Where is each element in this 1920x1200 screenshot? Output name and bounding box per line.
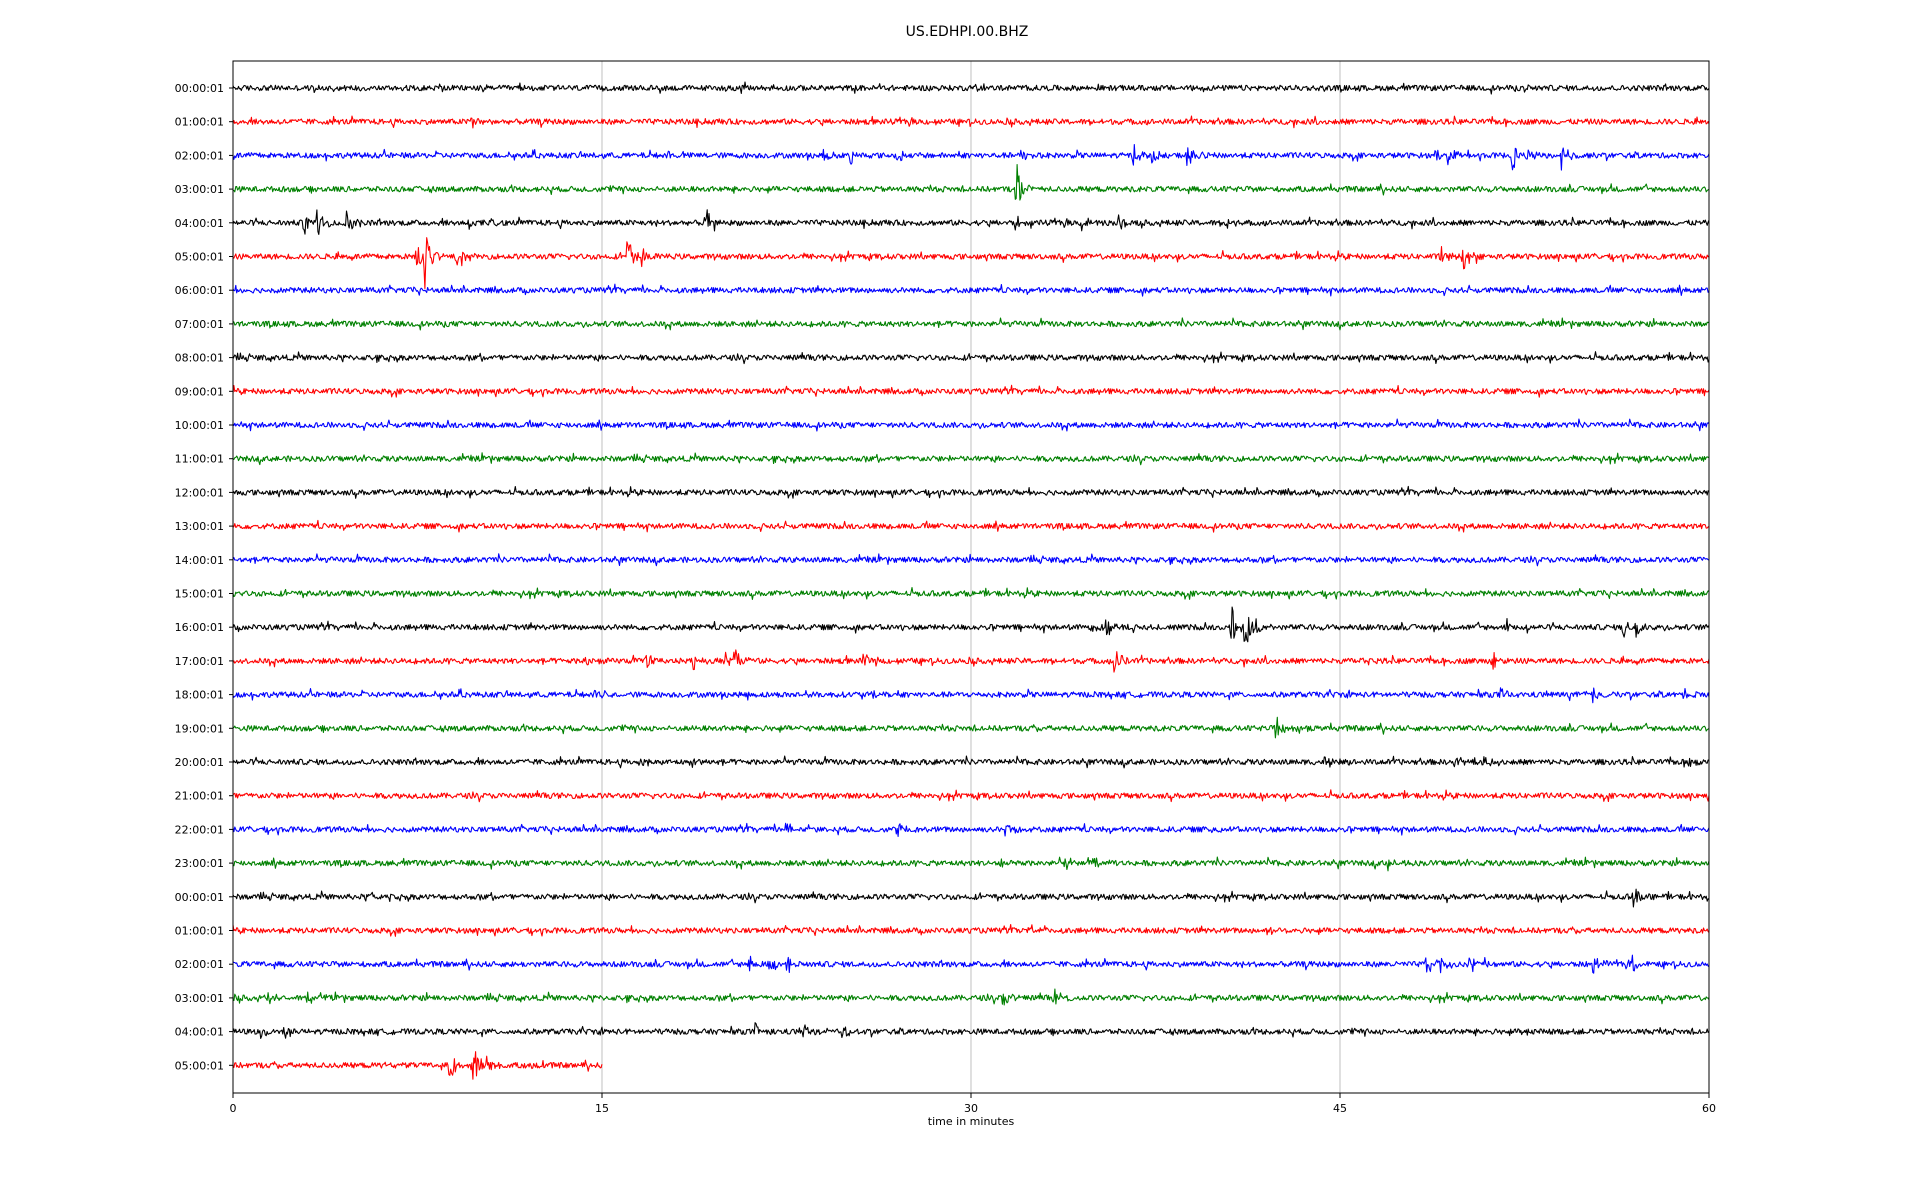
- y-tick-label-1: 01:00:01: [175, 116, 224, 129]
- y-tick-label-23: 23:00:01: [175, 857, 224, 870]
- y-tick-label-18: 18:00:01: [175, 689, 224, 702]
- trace-line-3: [232, 164, 1710, 201]
- trace-line-2: [232, 143, 1710, 171]
- y-tick-label-14: 14:00:01: [175, 554, 224, 567]
- x-tick-label-4: 60: [1702, 1102, 1716, 1115]
- y-tick-label-6: 06:00:01: [175, 284, 224, 297]
- x-tick-label-1: 15: [595, 1102, 609, 1115]
- y-tick-label-28: 04:00:01: [175, 1026, 224, 1039]
- y-tick-label-20: 20:00:01: [175, 756, 224, 769]
- y-tick-label-22: 22:00:01: [175, 823, 224, 836]
- y-tick-label-9: 09:00:01: [175, 385, 224, 398]
- y-tick-label-3: 03:00:01: [175, 183, 224, 196]
- trace-line-27: [232, 988, 1710, 1006]
- grid-layer: [601, 61, 1341, 1093]
- trace-line-26: [232, 954, 1710, 974]
- x-axis: 0 15 30 45 60: [230, 1093, 1716, 1115]
- trace-line-20: [232, 755, 1710, 769]
- y-tick-label-4: 04:00:01: [175, 217, 224, 230]
- chart-title: US.EDHPI.00.BHZ: [906, 24, 1029, 40]
- trace-line-29: [232, 1051, 603, 1080]
- trace-line-23: [232, 856, 1710, 872]
- y-tick-label-11: 11:00:01: [175, 453, 224, 466]
- y-tick-label-19: 19:00:01: [175, 722, 224, 735]
- y-tick-label-2: 02:00:01: [175, 149, 224, 162]
- trace-line-12: [232, 485, 1710, 499]
- y-tick-label-16: 16:00:01: [175, 621, 224, 634]
- trace-line-15: [232, 587, 1710, 600]
- trace-line-5: [232, 237, 1710, 290]
- trace-line-9: [232, 384, 1710, 398]
- x-tick-label-0: 0: [230, 1102, 237, 1115]
- trace-line-22: [232, 822, 1710, 838]
- trace-line-6: [232, 283, 1710, 297]
- y-tick-label-5: 05:00:01: [175, 251, 224, 264]
- y-tick-label-27: 03:00:01: [175, 992, 224, 1005]
- trace-line-28: [232, 1022, 1710, 1039]
- trace-line-18: [232, 687, 1710, 704]
- trace-line-0: [232, 81, 1710, 95]
- trace-line-14: [232, 553, 1710, 567]
- trace-line-19: [232, 716, 1710, 739]
- x-tick-label-2: 30: [964, 1102, 978, 1115]
- y-tick-label-0: 00:00:01: [175, 82, 224, 95]
- trace-line-10: [232, 418, 1710, 432]
- trace-line-7: [232, 317, 1710, 331]
- trace-labels-layer: 00:00:01 01:00:01 02:00:01 03:00:01 04:00:01…: [175, 82, 233, 1072]
- y-tick-label-29: 05:00:01: [175, 1059, 224, 1072]
- trace-line-25: [232, 923, 1710, 937]
- y-tick-label-13: 13:00:01: [175, 520, 224, 533]
- y-tick-label-26: 02:00:01: [175, 958, 224, 971]
- trace-line-24: [232, 888, 1709, 908]
- y-tick-label-21: 21:00:01: [175, 790, 224, 803]
- trace-line-13: [232, 519, 1710, 533]
- y-tick-label-15: 15:00:01: [175, 588, 224, 601]
- trace-line-17: [232, 649, 1710, 673]
- trace-line-1: [232, 115, 1710, 129]
- x-tick-label-3: 45: [1333, 1102, 1347, 1115]
- y-tick-label-25: 01:00:01: [175, 925, 224, 938]
- y-tick-label-10: 10:00:01: [175, 419, 224, 432]
- trace-line-4: [232, 209, 1710, 235]
- y-tick-label-8: 08:00:01: [175, 352, 224, 365]
- y-tick-label-12: 12:00:01: [175, 486, 224, 499]
- traces-layer: [232, 81, 1710, 1080]
- trace-line-16: [232, 606, 1710, 643]
- trace-line-8: [232, 351, 1710, 365]
- y-tick-label-24: 00:00:01: [175, 891, 224, 904]
- trace-line-11: [232, 452, 1710, 466]
- y-tick-label-7: 07:00:01: [175, 318, 224, 331]
- x-axis-title: time in minutes: [928, 1115, 1015, 1128]
- y-tick-label-17: 17:00:01: [175, 655, 224, 668]
- trace-line-21: [232, 789, 1710, 803]
